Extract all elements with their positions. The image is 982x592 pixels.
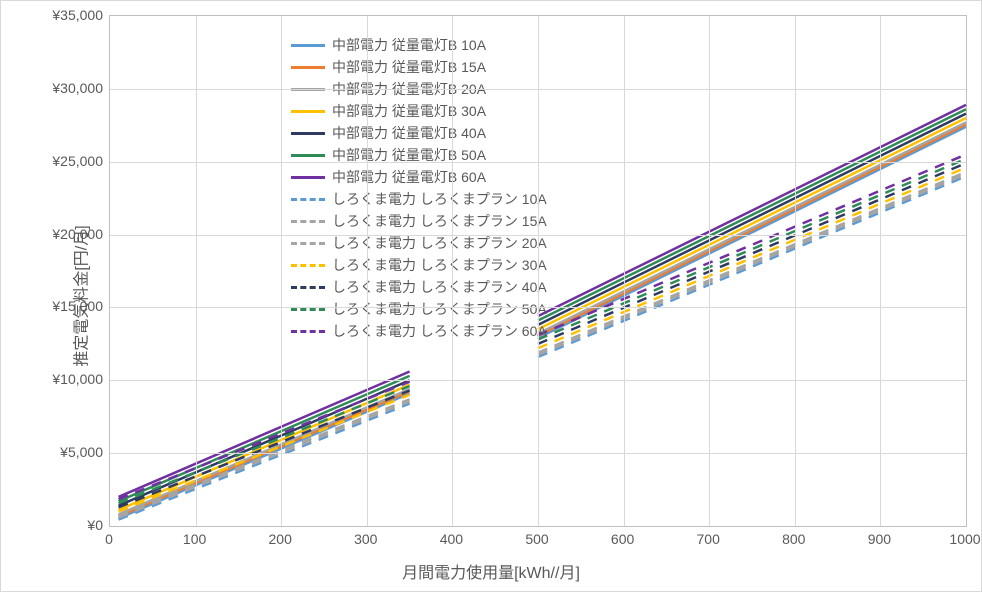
x-tick-label: 300 bbox=[336, 531, 396, 547]
gridline-v bbox=[452, 16, 453, 526]
y-tick-label: ¥25,000 bbox=[13, 153, 103, 169]
legend-label: 中部電力 従量電灯B 60A bbox=[332, 167, 486, 187]
x-axis-title: 月間電力使用量[kWh//月] bbox=[402, 559, 580, 583]
series-line bbox=[538, 176, 966, 357]
y-axis-title: 推定電気料金[円/月] bbox=[68, 225, 92, 366]
gridline-v bbox=[795, 16, 796, 526]
gridline-v bbox=[624, 16, 625, 526]
x-tick-label: 100 bbox=[165, 531, 225, 547]
x-tick-label: 900 bbox=[849, 531, 909, 547]
legend-label: しろくま電力 しろくまプラン 20A bbox=[332, 233, 547, 253]
legend-label: しろくま電力 しろくまプラン 60A bbox=[332, 321, 547, 341]
y-tick-label: ¥10,000 bbox=[13, 371, 103, 387]
legend-label: しろくま電力 しろくまプラン 30A bbox=[332, 255, 547, 275]
legend-item: しろくま電力 しろくまプラン 15A bbox=[288, 210, 547, 232]
legend-swatch bbox=[291, 176, 325, 179]
series-line bbox=[538, 118, 966, 329]
electricity-price-chart: 推定電気料金[円/月] 月間電力使用量[kWh//月] 中部電力 従量電灯B 1… bbox=[0, 0, 982, 592]
legend-label: しろくま電力 しろくまプラン 15A bbox=[332, 211, 547, 231]
legend-swatch bbox=[291, 286, 325, 289]
x-tick-label: 0 bbox=[79, 531, 139, 547]
legend-item: 中部電力 従量電灯B 15A bbox=[288, 56, 547, 78]
legend-swatch bbox=[291, 132, 325, 135]
series-line bbox=[538, 159, 966, 340]
legend-swatch bbox=[291, 154, 325, 157]
gridline-v bbox=[880, 16, 881, 526]
y-tick-label: ¥20,000 bbox=[13, 226, 103, 242]
legend-label: 中部電力 従量電灯B 30A bbox=[332, 101, 486, 121]
legend-swatch bbox=[291, 220, 325, 223]
series-line bbox=[538, 172, 966, 353]
legend-label: しろくま電力 しろくまプラン 10A bbox=[332, 189, 547, 209]
legend-item: 中部電力 従量電灯B 40A bbox=[288, 122, 547, 144]
plot-area: 中部電力 従量電灯B 10A中部電力 従量電灯B 15A中部電力 従量電灯B 2… bbox=[109, 15, 967, 527]
series-line bbox=[538, 109, 966, 320]
legend-item: 中部電力 従量電灯B 30A bbox=[288, 100, 547, 122]
legend-swatch bbox=[291, 110, 325, 113]
series-line bbox=[538, 174, 966, 355]
legend-label: しろくま電力 しろくまプラン 40A bbox=[332, 277, 547, 297]
legend-label: 中部電力 従量電灯B 10A bbox=[332, 35, 486, 55]
y-tick-label: ¥35,000 bbox=[13, 7, 103, 23]
legend-item: 中部電力 従量電灯B 10A bbox=[288, 34, 547, 56]
y-tick-label: ¥15,000 bbox=[13, 298, 103, 314]
y-tick-label: ¥30,000 bbox=[13, 80, 103, 96]
legend-item: 中部電力 従量電灯B 60A bbox=[288, 166, 547, 188]
series-line bbox=[538, 125, 966, 336]
legend-label: しろくま電力 しろくまプラン 50A bbox=[332, 299, 547, 319]
x-tick-label: 400 bbox=[421, 531, 481, 547]
legend-item: しろくま電力 しろくまプラン 50A bbox=[288, 298, 547, 320]
legend-swatch bbox=[291, 44, 325, 47]
legend: 中部電力 従量電灯B 10A中部電力 従量電灯B 15A中部電力 従量電灯B 2… bbox=[286, 32, 553, 344]
legend-item: しろくま電力 しろくまプラン 60A bbox=[288, 320, 547, 342]
legend-swatch bbox=[291, 264, 325, 267]
series-line bbox=[538, 168, 966, 349]
legend-item: しろくま電力 しろくまプラン 30A bbox=[288, 254, 547, 276]
legend-label: 中部電力 従量電灯B 15A bbox=[332, 57, 486, 77]
gridline-v bbox=[281, 16, 282, 526]
legend-item: しろくま電力 しろくまプラン 10A bbox=[288, 188, 547, 210]
y-tick-label: ¥5,000 bbox=[13, 444, 103, 460]
gridline-v bbox=[367, 16, 368, 526]
x-tick-label: 1000 bbox=[935, 531, 982, 547]
series-line bbox=[538, 105, 966, 316]
legend-label: 中部電力 従量電灯B 40A bbox=[332, 123, 486, 143]
legend-swatch bbox=[291, 242, 325, 245]
legend-item: しろくま電力 しろくまプラン 40A bbox=[288, 276, 547, 298]
x-tick-label: 500 bbox=[507, 531, 567, 547]
gridline-v bbox=[196, 16, 197, 526]
x-tick-label: 800 bbox=[764, 531, 824, 547]
gridline-v bbox=[709, 16, 710, 526]
x-tick-label: 600 bbox=[593, 531, 653, 547]
series-line bbox=[538, 114, 966, 325]
series-line bbox=[538, 127, 966, 338]
gridline-v bbox=[538, 16, 539, 526]
series-line bbox=[538, 163, 966, 344]
x-tick-label: 200 bbox=[250, 531, 310, 547]
legend-swatch bbox=[291, 330, 325, 333]
legend-swatch bbox=[291, 198, 325, 201]
x-tick-label: 700 bbox=[678, 531, 738, 547]
legend-swatch bbox=[291, 66, 325, 69]
series-line bbox=[538, 122, 966, 333]
